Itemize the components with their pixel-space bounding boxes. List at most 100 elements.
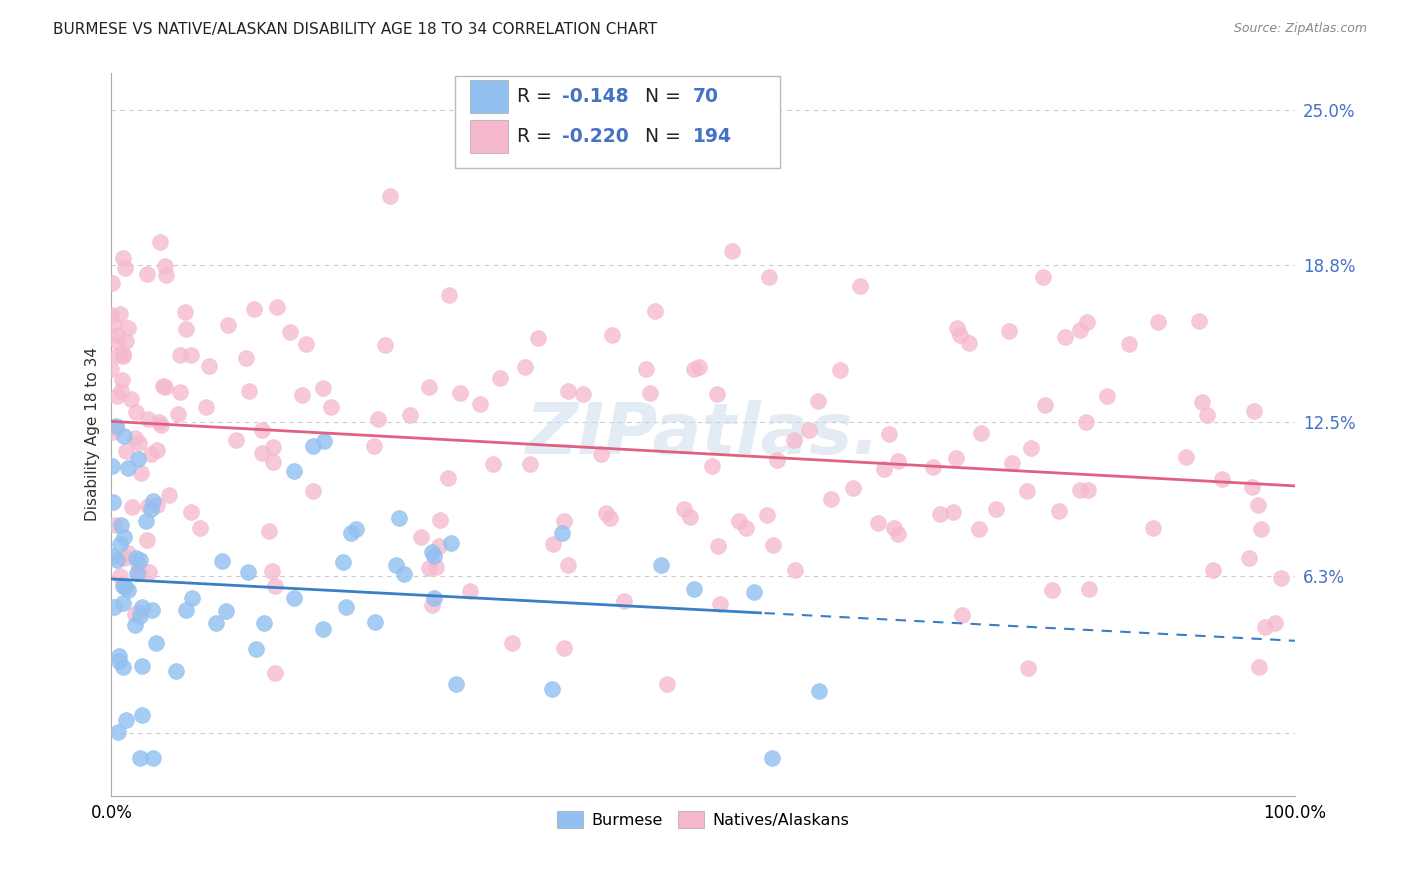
Point xyxy=(942,505,965,519)
Point xyxy=(173,305,195,319)
Point xyxy=(131,707,153,722)
Point xyxy=(263,666,285,681)
Point xyxy=(112,659,135,673)
Point xyxy=(572,387,595,401)
Text: Source: ZipAtlas.com: Source: ZipAtlas.com xyxy=(1233,22,1367,36)
Point xyxy=(105,327,128,342)
Point xyxy=(125,551,148,566)
Legend: Burmese, Natives/Alaskans: Burmese, Natives/Alaskans xyxy=(551,805,855,835)
Point xyxy=(262,455,284,469)
Point xyxy=(108,654,131,668)
Point xyxy=(820,492,842,507)
Point xyxy=(468,397,491,411)
Point xyxy=(887,527,910,541)
Point xyxy=(294,336,316,351)
Point xyxy=(165,664,187,678)
Point xyxy=(755,508,778,523)
Point xyxy=(501,636,523,650)
Point xyxy=(887,453,910,467)
Point xyxy=(121,500,143,515)
Point xyxy=(380,189,402,203)
Point xyxy=(446,676,468,690)
Text: -0.220: -0.220 xyxy=(562,128,628,146)
Point xyxy=(436,471,458,485)
Point xyxy=(1243,404,1265,418)
Point xyxy=(152,378,174,392)
Point xyxy=(997,325,1019,339)
Point xyxy=(101,425,124,440)
Point xyxy=(422,549,444,563)
Point xyxy=(262,440,284,454)
Point xyxy=(142,751,165,765)
Point xyxy=(1247,659,1270,673)
Point xyxy=(1047,504,1070,518)
Text: ZIPatlas.: ZIPatlas. xyxy=(526,400,880,469)
Point xyxy=(225,434,247,448)
Point xyxy=(420,598,443,612)
Point xyxy=(101,276,124,290)
Point xyxy=(312,381,335,395)
Point xyxy=(243,301,266,316)
Point xyxy=(124,617,146,632)
Point xyxy=(238,384,260,398)
Point xyxy=(217,318,239,333)
Point xyxy=(709,597,731,611)
Point xyxy=(984,502,1007,516)
Text: R =: R = xyxy=(517,128,553,146)
Point xyxy=(682,362,704,376)
Point xyxy=(110,517,132,532)
Point xyxy=(104,421,127,435)
Point xyxy=(139,502,162,516)
Point xyxy=(131,658,153,673)
Point xyxy=(120,392,142,406)
Point xyxy=(1264,615,1286,630)
Point xyxy=(866,516,889,530)
Point xyxy=(114,580,136,594)
Point xyxy=(101,495,124,509)
Point xyxy=(103,318,125,333)
Point xyxy=(1076,315,1098,329)
Point xyxy=(688,360,710,375)
Point xyxy=(758,270,780,285)
Point xyxy=(599,511,621,525)
FancyBboxPatch shape xyxy=(470,80,508,113)
Text: -0.148: -0.148 xyxy=(562,87,628,106)
Point xyxy=(105,419,128,434)
Point xyxy=(188,521,211,535)
Point xyxy=(176,603,198,617)
Point xyxy=(849,279,872,293)
Point xyxy=(742,585,765,599)
Point xyxy=(458,584,481,599)
Point xyxy=(112,349,135,363)
Point xyxy=(145,443,167,458)
Point xyxy=(139,447,162,461)
Point xyxy=(125,566,148,581)
Point xyxy=(612,593,634,607)
Point xyxy=(111,579,134,593)
Point xyxy=(557,558,579,573)
Point xyxy=(1032,270,1054,285)
Point xyxy=(828,363,851,377)
Point xyxy=(644,303,666,318)
Point xyxy=(409,530,432,544)
Point xyxy=(124,431,146,445)
Point xyxy=(115,444,138,458)
Point xyxy=(519,457,541,471)
Point xyxy=(398,409,420,423)
Point xyxy=(131,600,153,615)
Point xyxy=(1201,563,1223,577)
Point xyxy=(541,681,564,696)
Point xyxy=(149,235,172,249)
Point xyxy=(107,725,129,739)
Point xyxy=(388,510,411,524)
Point xyxy=(1118,337,1140,351)
Text: BURMESE VS NATIVE/ALASKAN DISABILITY AGE 18 TO 34 CORRELATION CHART: BURMESE VS NATIVE/ALASKAN DISABILITY AGE… xyxy=(53,22,658,37)
Point xyxy=(127,557,149,571)
Point xyxy=(1147,315,1170,329)
Point xyxy=(111,373,134,387)
Point xyxy=(1069,483,1091,497)
Point xyxy=(100,308,122,322)
Point xyxy=(236,566,259,580)
Point xyxy=(169,385,191,400)
Point xyxy=(374,338,396,352)
